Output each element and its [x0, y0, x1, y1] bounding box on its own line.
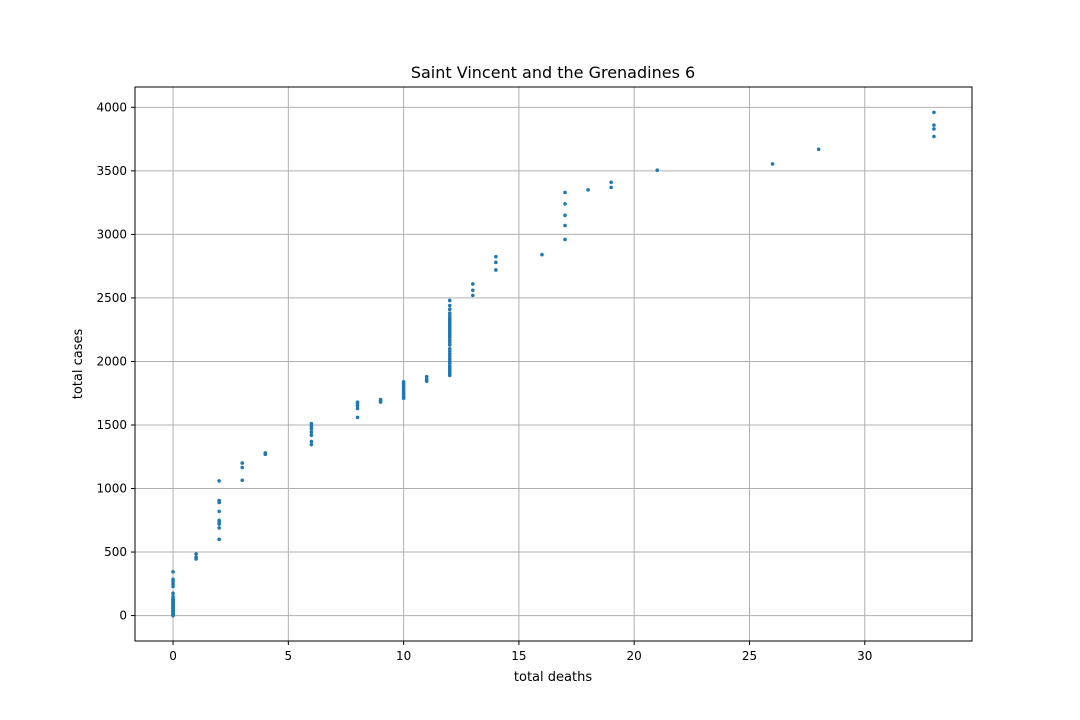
data-point [217, 479, 221, 483]
data-point [309, 439, 314, 444]
y-axis-label: total cases [71, 329, 86, 400]
grid-lines [135, 87, 972, 641]
x-tick-label: 25 [742, 649, 757, 663]
data-point [563, 190, 567, 195]
data-point [770, 162, 775, 166]
data-point [171, 582, 175, 586]
plot-frame [134, 86, 973, 642]
data-point [494, 254, 498, 259]
data-point [309, 433, 314, 437]
data-point [194, 552, 198, 556]
data-point [309, 424, 314, 429]
y-tick-label: 2000 [96, 354, 127, 368]
data-point [240, 461, 245, 465]
y-tick-label: 1000 [96, 482, 127, 496]
x-axis-label: total deaths [514, 670, 592, 685]
data-point [355, 415, 360, 420]
data-point [217, 537, 221, 542]
data-point [401, 379, 406, 384]
data-point [609, 185, 613, 190]
data-point [609, 180, 613, 185]
data-point [470, 282, 475, 286]
data-point [171, 594, 175, 599]
data-point [563, 213, 567, 218]
data-point [447, 359, 452, 364]
data-point [447, 298, 452, 303]
data-point [447, 307, 452, 312]
data-point [470, 288, 475, 293]
data-point [932, 110, 936, 115]
data-point [171, 584, 175, 589]
data-point [194, 555, 198, 559]
data-point [447, 311, 452, 315]
data-point [447, 340, 452, 345]
data-point [309, 442, 314, 447]
data-point [355, 400, 360, 404]
x-tick-label: 15 [511, 649, 526, 663]
data-point [932, 134, 936, 139]
data-point [309, 427, 314, 431]
data-point [932, 127, 936, 131]
data-point [540, 252, 544, 257]
data-point [240, 478, 245, 483]
chart-title: Saint Vincent and the Grenadines 6 [411, 63, 695, 82]
data-point [563, 223, 567, 228]
x-axis-ticks: 0 5 10 15 20 25 30 [169, 641, 872, 663]
data-point [447, 316, 452, 321]
y-axis-ticks: 0 500 1000 1500 2000 2500 3000 3500 4000 [96, 100, 135, 623]
data-point [240, 465, 245, 470]
data-point [816, 147, 821, 152]
y-tick-label: 2500 [96, 291, 127, 305]
data-point [171, 577, 175, 582]
data-point [494, 260, 498, 265]
data-point [447, 349, 452, 354]
y-tick-label: 3500 [96, 164, 127, 178]
data-point [932, 123, 936, 127]
data-point [217, 526, 221, 530]
data-point [424, 377, 429, 382]
data-point [447, 364, 452, 368]
data-point [309, 430, 314, 434]
data-point [447, 346, 452, 351]
data-point [217, 509, 221, 514]
data-point [447, 338, 452, 342]
data-point [355, 406, 360, 411]
y-tick-label: 500 [104, 545, 127, 559]
data-point [447, 354, 452, 359]
data-point [447, 313, 452, 318]
data-point [217, 498, 221, 503]
data-point [494, 268, 498, 272]
y-tick-label: 1500 [96, 418, 127, 432]
data-point [217, 518, 221, 523]
data-point [563, 202, 567, 206]
x-tick-label: 5 [285, 649, 293, 663]
data-points [171, 110, 936, 618]
y-tick-label: 4000 [96, 100, 127, 114]
data-point [447, 303, 452, 308]
data-point [655, 168, 660, 173]
y-tick-label: 3000 [96, 227, 127, 241]
data-point [447, 343, 452, 347]
x-tick-label: 10 [396, 649, 411, 663]
data-point [563, 237, 567, 242]
data-point [470, 293, 475, 298]
data-point [447, 357, 452, 361]
data-point [447, 352, 452, 356]
y-tick-label: 0 [119, 609, 127, 623]
data-point [171, 569, 175, 574]
data-point [171, 591, 175, 596]
x-tick-label: 20 [627, 649, 642, 663]
data-point [378, 397, 383, 402]
data-point [263, 451, 268, 455]
x-tick-label: 30 [857, 649, 872, 663]
data-point [309, 421, 314, 426]
data-point [424, 374, 429, 379]
data-point [355, 404, 360, 408]
x-tick-label: 0 [169, 649, 177, 663]
data-point [586, 188, 590, 192]
